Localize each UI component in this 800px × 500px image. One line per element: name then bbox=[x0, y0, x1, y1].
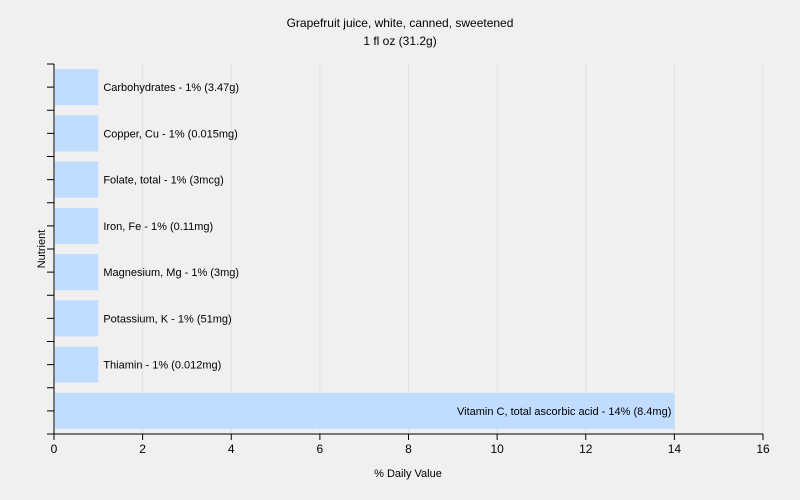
y-axis-title: Nutrient bbox=[36, 230, 48, 269]
bar-5 bbox=[55, 300, 99, 337]
bars: Carbohydrates - 1% (3.47g) Copper, Cu - 1… bbox=[55, 69, 675, 429]
bar-0 bbox=[55, 69, 99, 106]
x-tick-label-16: 16 bbox=[756, 442, 770, 456]
x-tick-label-8: 8 bbox=[405, 442, 412, 456]
chart-title: Grapefruit juice, white, canned, sweeten… bbox=[287, 16, 514, 30]
gridlines bbox=[142, 64, 764, 434]
chart-subtitle: 1 fl oz (31.2g) bbox=[363, 34, 436, 48]
x-tick-label-6: 6 bbox=[317, 442, 324, 456]
bar-label-6: Thiamin - 1% (0.012mg) bbox=[103, 360, 221, 372]
x-axis-title: % Daily Value bbox=[374, 468, 442, 480]
bar-label-7: Vitamin C, total ascorbic acid - 14% (8.… bbox=[457, 406, 671, 418]
bar-2 bbox=[55, 161, 99, 198]
x-tick-label-12: 12 bbox=[579, 442, 593, 456]
bar-7 bbox=[55, 392, 675, 429]
bar-label-3: Iron, Fe - 1% (0.11mg) bbox=[103, 221, 213, 233]
x-tick-label-2: 2 bbox=[139, 442, 146, 456]
bar-label-4: Magnesium, Mg - 1% (3mg) bbox=[103, 267, 239, 279]
x-tick-label-4: 4 bbox=[228, 442, 235, 456]
bar-1 bbox=[55, 115, 99, 152]
bar-3 bbox=[55, 207, 99, 244]
bar-4 bbox=[55, 254, 99, 291]
x-tick-label-14: 14 bbox=[668, 442, 682, 456]
bar-label-2: Folate, total - 1% (3mcg) bbox=[103, 175, 223, 187]
bar-label-5: Potassium, K - 1% (51mg) bbox=[103, 313, 231, 325]
bar-label-1: Copper, Cu - 1% (0.015mg) bbox=[103, 128, 238, 140]
x-tick-label-0: 0 bbox=[51, 442, 58, 456]
bar-6 bbox=[55, 346, 99, 383]
bar-label-0: Carbohydrates - 1% (3.47g) bbox=[103, 82, 239, 94]
axes: 0 2 4 6 8 10 12 14 16 bbox=[47, 63, 770, 456]
x-tick-label-10: 10 bbox=[490, 442, 504, 456]
